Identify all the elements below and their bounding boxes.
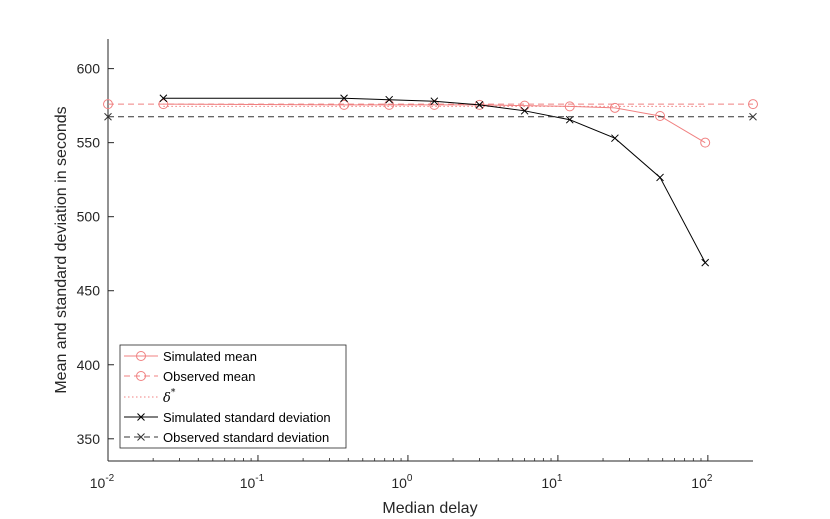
x-tick-label-base: 10	[90, 475, 106, 491]
x-tick-label-base: 10	[691, 475, 707, 491]
legend-item-delta-star: δ*	[124, 388, 176, 406]
x-tick-label: 102	[691, 473, 713, 491]
data-point-x	[611, 134, 619, 143]
y-tick-label: 400	[77, 357, 101, 373]
axes	[107, 39, 753, 462]
x-tick-label-base: 10	[541, 475, 557, 491]
legend-item-simulated-std: Simulated standard deviation	[124, 410, 331, 425]
legend-item-simulated-mean: Simulated mean	[124, 349, 257, 364]
x-tick-label: 100	[391, 473, 413, 491]
y-axis-title: Mean and standard deviation in seconds	[53, 106, 70, 393]
data-point-circle	[103, 99, 113, 110]
legend-item-observed-std: Observed standard deviation	[124, 430, 329, 445]
series-1	[158, 99, 711, 148]
data-point-x	[385, 95, 394, 104]
legend-label: Simulated standard deviation	[163, 410, 331, 425]
legend-swatch-circle-marker	[136, 351, 146, 361]
data-point-circle	[339, 99, 350, 110]
data-point-circle	[700, 137, 711, 148]
x-axis-title: Median delay	[382, 500, 477, 517]
series-5	[104, 112, 757, 121]
legend: Simulated mean Observed mean δ* Simulate…	[119, 344, 347, 449]
x-tick-label: 101	[541, 473, 563, 491]
y-tick-label: 450	[77, 283, 101, 299]
y-tick-label: 550	[77, 135, 101, 151]
x-tick-label-exponent: -1	[255, 473, 264, 484]
series-2	[103, 99, 758, 110]
y-tick-label: 350	[77, 431, 101, 447]
data-point-circle	[429, 99, 440, 110]
data-point-x	[159, 94, 168, 103]
data-point-x	[520, 106, 529, 115]
data-point-x	[656, 173, 664, 182]
series-line	[163, 97, 706, 263]
legend-label-sup: *	[171, 388, 176, 398]
data-point-x	[340, 94, 348, 103]
y-tick-label: 500	[77, 209, 101, 225]
series-layer	[103, 94, 758, 267]
legend-item-observed-mean: Observed mean	[124, 369, 256, 384]
data-point-x	[701, 258, 710, 267]
data-point-circle	[655, 110, 666, 121]
data-point-x	[749, 112, 757, 121]
data-point-circle	[564, 101, 575, 112]
data-point-circle	[748, 99, 758, 110]
legend-label-main: δ	[163, 391, 171, 406]
data-point-x	[104, 112, 112, 121]
x-tick-label-exponent: 2	[707, 473, 713, 484]
legend-swatch-circle-marker	[136, 371, 146, 381]
x-tick-label-base: 10	[240, 475, 256, 491]
x-tick-label-exponent: 1	[557, 473, 563, 484]
data-point-circle	[609, 102, 620, 113]
data-point-x	[475, 101, 484, 109]
legend-swatch-x-marker	[137, 413, 145, 421]
legend-label: Observed standard deviation	[163, 430, 329, 445]
data-point-x	[565, 115, 574, 124]
series-4	[159, 94, 710, 267]
legend-box	[119, 344, 347, 449]
y-tick-label: 600	[77, 61, 101, 77]
series-line	[163, 103, 706, 144]
x-ticks: 10-2 10-1 100 101 102	[90, 455, 713, 491]
x-tick-label-base: 10	[391, 475, 407, 491]
legend-label: Simulated mean	[163, 349, 257, 364]
x-tick-label-exponent: -2	[105, 473, 114, 484]
legend-label: Observed mean	[163, 369, 256, 384]
x-tick-label: 10-1	[240, 473, 265, 491]
legend-label: δ*	[163, 388, 176, 406]
legend-swatch-x-marker	[137, 433, 145, 441]
y-ticks: 350 400 450 500 550 600	[77, 61, 114, 447]
data-point-x	[430, 97, 439, 106]
x-tick-label-exponent: 0	[407, 473, 413, 484]
x-tick-label: 10-2	[90, 473, 115, 491]
